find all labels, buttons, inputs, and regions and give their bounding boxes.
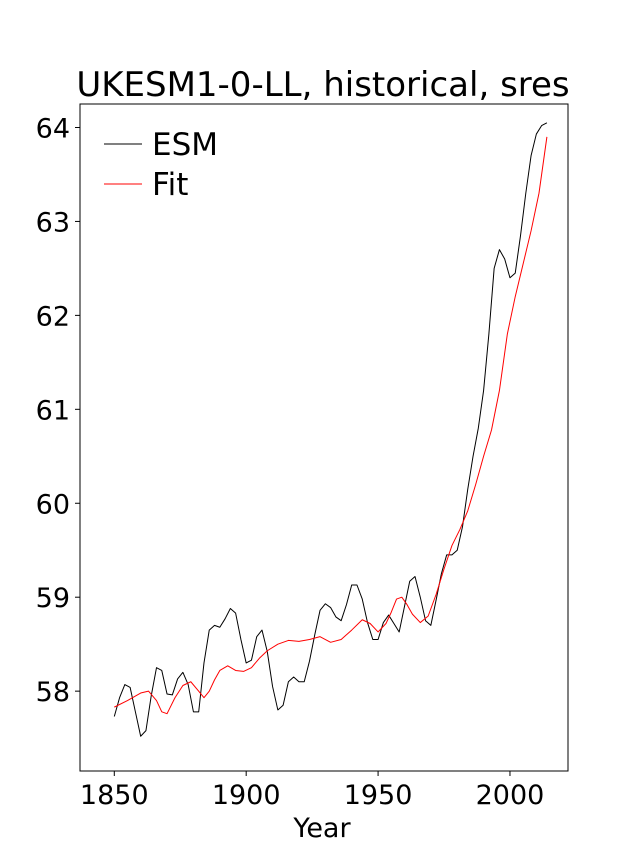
y-tick-label: 64 [36, 113, 70, 144]
y-axis: 58 59 60 61 62 63 64 [36, 113, 80, 708]
y-tick-label: 58 [36, 677, 70, 708]
plot-frame [79, 103, 569, 772]
y-tick-label: 63 [36, 207, 70, 238]
x-tick-label: 2000 [476, 780, 545, 811]
chart-title: UKESM1-0-LL, historical, sres [76, 65, 569, 105]
x-tick-label: 1850 [80, 780, 149, 811]
x-tick-label: 1900 [212, 780, 281, 811]
y-tick-label: 60 [36, 489, 70, 520]
series-line-fit [114, 136, 548, 715]
y-tick-label: 62 [36, 301, 70, 332]
x-axis: 1850 1900 1950 2000 [80, 771, 544, 811]
x-axis-label: Year [292, 813, 351, 844]
legend-label-esm: ESM [152, 127, 218, 163]
legend: ESM Fit [104, 127, 218, 203]
y-tick-label: 59 [36, 583, 70, 614]
x-tick-label: 1950 [344, 780, 413, 811]
series-line-esm [113, 122, 548, 737]
legend-label-fit: Fit [152, 167, 188, 203]
plot-area [113, 122, 548, 737]
y-tick-label: 61 [36, 395, 70, 426]
